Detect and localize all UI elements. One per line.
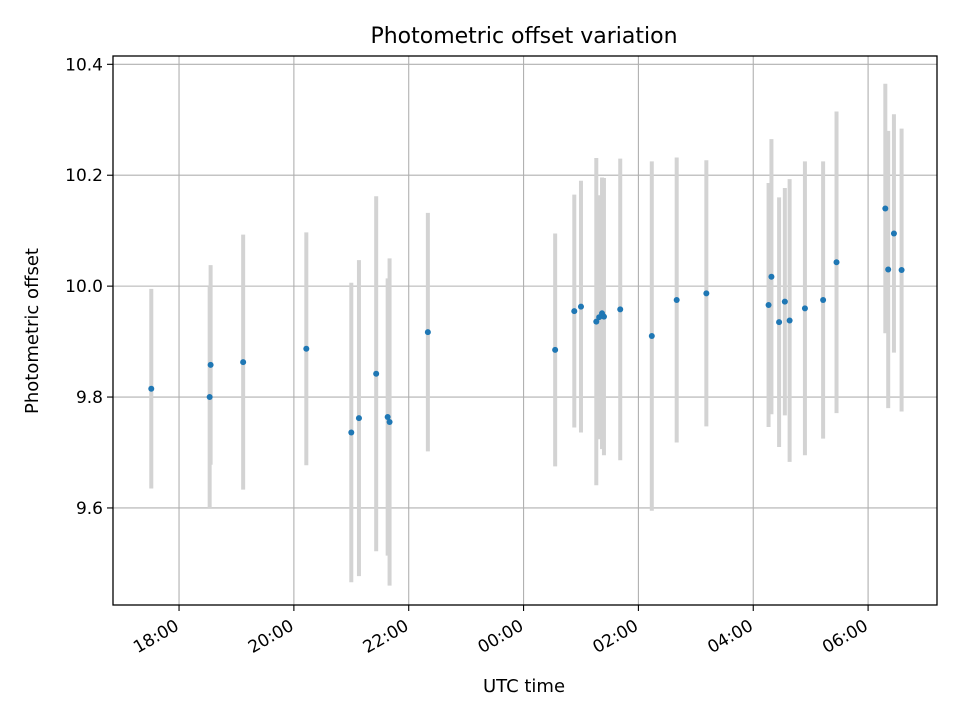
data-point — [240, 359, 247, 366]
y-tick-label: 10.2 — [65, 166, 103, 186]
y-tick-label: 9.8 — [76, 388, 103, 408]
data-points — [148, 205, 905, 436]
grid — [113, 56, 937, 605]
data-point — [820, 297, 827, 303]
data-point — [898, 267, 905, 274]
data-point — [206, 394, 213, 401]
data-point — [890, 230, 897, 237]
plot-frame — [112, 55, 938, 606]
data-point — [786, 317, 793, 324]
data-point — [776, 319, 783, 326]
data-point — [617, 306, 624, 313]
data-point — [384, 414, 391, 421]
y-axis-label: Photometric offset — [22, 248, 43, 414]
data-point — [703, 290, 710, 297]
data-point — [355, 415, 362, 422]
y-tick-label: 9.6 — [76, 499, 103, 519]
data-point — [781, 298, 788, 305]
data-point — [593, 318, 600, 325]
data-point — [833, 259, 840, 266]
y-tick-label: 10.4 — [65, 55, 103, 75]
data-point — [768, 273, 775, 280]
data-point — [552, 346, 559, 353]
data-point — [386, 419, 393, 425]
data-point — [348, 429, 355, 436]
chart-title: Photometric offset variation — [370, 24, 677, 49]
y-tick-label: 10.0 — [65, 277, 103, 297]
x-axis-label: UTC time — [483, 676, 565, 697]
y-axis-ticks: 9.6 9.8 10.0 10.2 10.4 — [65, 55, 113, 519]
data-point — [577, 303, 584, 310]
data-point — [207, 361, 214, 368]
data-point — [673, 297, 680, 303]
data-point — [571, 308, 578, 315]
data-point — [885, 266, 892, 273]
data-point — [424, 329, 431, 336]
data-point — [600, 313, 607, 320]
data-point — [148, 385, 155, 392]
data-point — [303, 345, 310, 352]
data-point — [765, 301, 772, 308]
data-point — [882, 205, 889, 212]
data-point — [648, 333, 655, 340]
data-point — [801, 305, 808, 312]
data-point — [373, 370, 380, 377]
